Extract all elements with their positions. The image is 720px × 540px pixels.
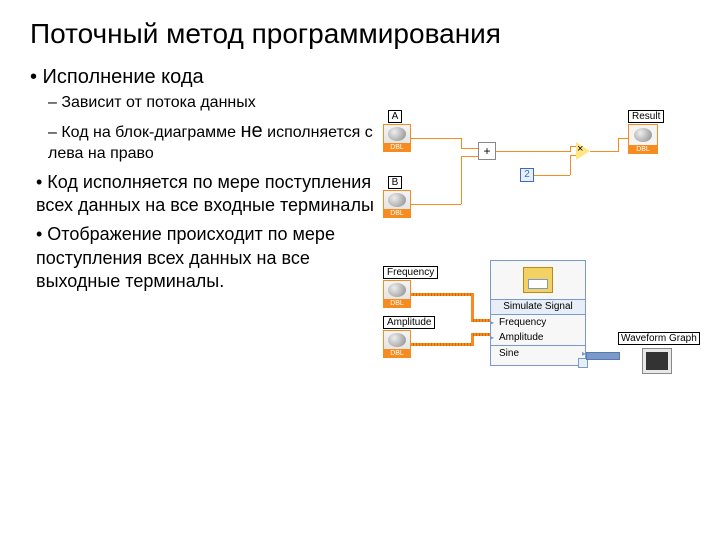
wire xyxy=(411,204,461,205)
terminal-waveform-graph xyxy=(642,348,672,374)
signal-icon xyxy=(523,267,553,293)
label-waveform: Waveform Graph xyxy=(618,332,700,345)
label-amplitude: Amplitude xyxy=(383,316,435,329)
label-frequency: Frequency xyxy=(383,266,438,279)
bullet-not-ltr: – Код на блок-диаграмме не исполняется с… xyxy=(48,118,390,165)
multiply-node xyxy=(576,142,590,160)
wire xyxy=(461,138,462,148)
slide-title: Поточный метод программирования xyxy=(0,0,720,50)
terminal-result xyxy=(628,124,658,154)
wire xyxy=(471,319,490,322)
terminal-a xyxy=(383,124,411,152)
wire xyxy=(411,343,471,346)
label-b: B xyxy=(388,176,402,189)
wire xyxy=(471,293,474,321)
bullet-outputs: • Отображение происходит по мере поступл… xyxy=(36,223,390,293)
terminal-amplitude xyxy=(383,330,411,358)
wire xyxy=(586,352,620,360)
bullet-inputs: • Код исполняется по мере поступления вс… xyxy=(36,171,390,218)
label-result: Result xyxy=(628,110,664,123)
wire xyxy=(471,333,490,336)
wire xyxy=(496,151,570,152)
wire xyxy=(570,155,571,175)
sim-out-sine: Sine xyxy=(491,345,585,361)
simulate-signal-node: Simulate Signal Frequency Amplitude Sine xyxy=(490,260,586,366)
sim-in-amplitude: Amplitude xyxy=(491,330,585,345)
wire xyxy=(411,138,461,139)
wire xyxy=(534,175,570,176)
label-a: A xyxy=(388,110,402,123)
diagram-area: A B + 2 Result Frequency Amplitude Simul… xyxy=(380,100,710,520)
terminal-frequency xyxy=(383,280,411,308)
bullet-execution: • Исполнение кода xyxy=(30,66,390,89)
wire xyxy=(461,148,478,149)
text-content: • Исполнение кода – Зависит от потока да… xyxy=(0,50,390,294)
terminal-b xyxy=(383,190,411,218)
sim-title: Simulate Signal xyxy=(491,299,585,315)
wire xyxy=(618,138,619,152)
wire xyxy=(411,293,471,296)
wire xyxy=(618,138,628,139)
wire xyxy=(461,156,478,157)
wire xyxy=(590,151,618,152)
const-2: 2 xyxy=(520,168,534,182)
sim-icon-area xyxy=(491,261,585,299)
sim-in-frequency: Frequency xyxy=(491,315,585,330)
wire xyxy=(461,156,462,204)
plus-node: + xyxy=(478,142,496,160)
bullet-depends: – Зависит от потока данных xyxy=(48,93,390,114)
